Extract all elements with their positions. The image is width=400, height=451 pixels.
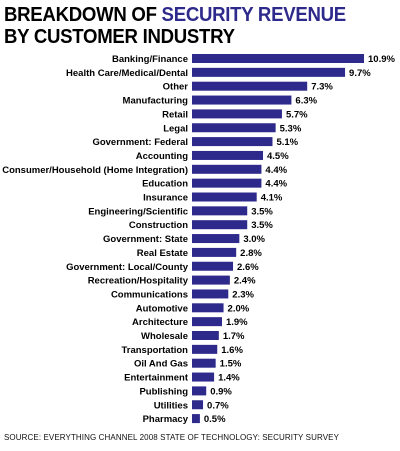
bar-banking-finance (192, 54, 364, 63)
bar-manufacturing (192, 95, 292, 105)
bar-consumer-household-home-integration (192, 164, 262, 174)
source-note: SOURCE: EVERYTHING CHANNEL 2008 STATE OF… (4, 433, 340, 442)
bar-automotive (192, 303, 224, 313)
bar-entertainment (192, 372, 215, 382)
category-label-pharmacy: Pharmacy (143, 414, 189, 425)
bar-government-federal (192, 137, 273, 147)
value-label-engineering-scientific: 3.5% (251, 206, 273, 217)
category-label-architecture: Architecture (132, 317, 188, 328)
bar-government-state (192, 234, 240, 244)
bar-pharmacy (192, 414, 200, 424)
value-label-accounting: 4.5% (267, 151, 289, 162)
bar-health-care-medical-dental (192, 67, 346, 77)
chart-title-accent: SECURITY REVENUE (161, 4, 347, 26)
category-label-engineering-scientific: Engineering/Scientific (88, 206, 188, 217)
value-label-retail: 5.7% (286, 109, 308, 120)
category-label-oil-and-gas: Oil And Gas (134, 359, 188, 370)
value-label-construction: 3.5% (251, 220, 273, 231)
category-label-publishing: Publishing (139, 386, 188, 397)
bar-utilities (192, 400, 204, 410)
chart-title-prefix: BREAKDOWN OF (4, 4, 162, 26)
bar-chart-bars: Banking/Finance 10.9% Health Care/Medical/… (2, 54, 395, 425)
chart-title-line2: BY CUSTOMER INDUSTRY (4, 26, 235, 48)
value-label-government-federal: 5.1% (276, 137, 298, 148)
category-label-government-federal: Government: Federal (92, 137, 188, 148)
bar-education (192, 178, 262, 188)
category-label-health-care-medical-dental: Health Care/Medical/Dental (66, 68, 188, 79)
value-label-oil-and-gas: 1.5% (220, 359, 242, 370)
bar-oil-and-gas (192, 358, 216, 368)
category-label-communications: Communications (111, 289, 188, 300)
value-label-architecture: 1.9% (226, 317, 248, 328)
bar-engineering-scientific (192, 206, 248, 216)
category-label-entertainment: Entertainment (124, 373, 189, 384)
value-label-communications: 2.3% (232, 289, 254, 300)
value-label-government-local-county: 2.6% (237, 262, 259, 273)
bar-transportation (192, 344, 218, 354)
category-label-transportation: Transportation (121, 345, 188, 356)
bar-recreation-hospitality (192, 275, 230, 285)
value-label-wholesale: 1.7% (223, 331, 245, 342)
category-label-wholesale: Wholesale (141, 331, 188, 342)
category-label-education: Education (142, 179, 188, 190)
value-label-health-care-medical-dental: 9.7% (349, 68, 371, 79)
bar-government-local-county (192, 261, 234, 271)
category-label-utilities: Utilities (154, 400, 188, 411)
value-label-pharmacy: 0.5% (204, 414, 226, 425)
category-label-legal: Legal (163, 123, 188, 134)
bar-construction (192, 220, 248, 230)
bar-accounting (192, 150, 264, 160)
bar-real-estate (192, 247, 237, 257)
category-label-accounting: Accounting (136, 151, 188, 162)
value-label-publishing: 0.9% (210, 386, 232, 397)
value-label-real-estate: 2.8% (240, 248, 262, 259)
bar-communications (192, 289, 229, 299)
value-label-consumer-household-home-integration: 4.4% (265, 165, 287, 176)
value-label-education: 4.4% (265, 179, 287, 190)
category-label-retail: Retail (162, 109, 188, 120)
value-label-utilities: 0.7% (207, 400, 229, 411)
bar-wholesale (192, 331, 219, 340)
value-label-government-state: 3.0% (243, 234, 265, 245)
category-label-manufacturing: Manufacturing (123, 96, 189, 107)
category-label-other: Other (163, 82, 189, 93)
value-label-banking-finance: 10.9% (368, 54, 395, 65)
value-label-other: 7.3% (311, 82, 333, 93)
bar-chart: Banking/Finance 10.9% Health Care/Medical/… (2, 54, 395, 425)
category-label-automotive: Automotive (136, 303, 188, 314)
value-label-recreation-hospitality: 2.4% (234, 276, 256, 287)
value-label-manufacturing: 6.3% (295, 96, 317, 107)
category-label-real-estate: Real Estate (137, 248, 188, 259)
bar-architecture (192, 317, 222, 327)
category-label-banking-finance: Banking/Finance (112, 54, 188, 65)
bar-retail (192, 109, 282, 119)
value-label-automotive: 2.0% (228, 303, 250, 314)
value-label-entertainment: 1.4% (218, 373, 240, 384)
bar-other (192, 81, 308, 91)
value-label-insurance: 4.1% (261, 193, 283, 204)
bar-legal (192, 123, 276, 133)
category-label-government-state: Government: State (103, 234, 188, 245)
category-label-construction: Construction (129, 220, 188, 231)
bar-insurance (192, 192, 257, 202)
value-label-legal: 5.3% (280, 123, 302, 134)
chart-title: BREAKDOWN OF SECURITY REVENUE BY CUSTOME… (4, 4, 346, 48)
bar-publishing (192, 386, 207, 396)
category-label-consumer-household-home-integration: Consumer/Household (Home Integration) (2, 165, 188, 176)
category-label-insurance: Insurance (143, 193, 188, 204)
category-label-government-local-county: Government: Local/County (66, 262, 189, 273)
category-label-recreation-hospitality: Recreation/Hospitality (88, 276, 189, 287)
value-label-transportation: 1.6% (221, 345, 243, 356)
